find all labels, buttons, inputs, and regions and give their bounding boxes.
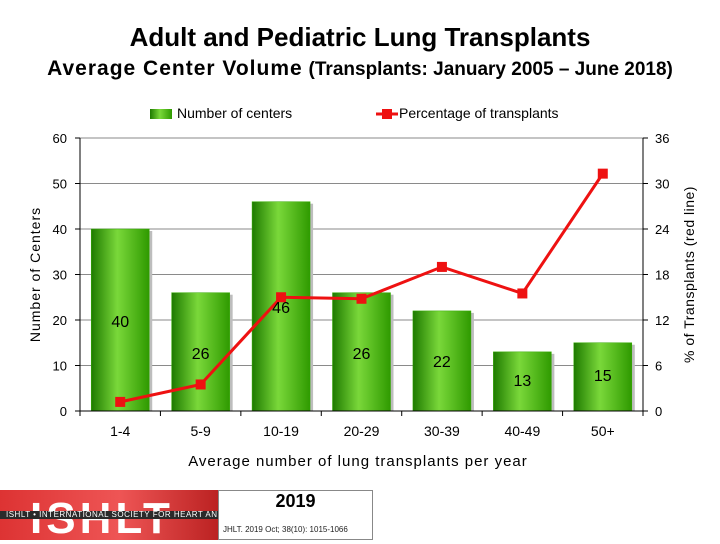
logo-band [0,511,373,519]
y-tick-label-left: 40 [53,222,67,237]
legend-marker-line [382,109,392,119]
bar [171,292,230,412]
line-marker [115,396,126,407]
bar-value-label: 15 [594,368,612,385]
x-tick-label: 1-4 [110,423,130,439]
x-tick-label: 10-19 [263,423,299,439]
y-tick-label-right: 30 [655,177,669,192]
y-tick-label-right: 12 [655,313,669,328]
y-tick-label-left: 60 [53,131,67,146]
bar [251,201,311,412]
x-tick-label: 40-49 [504,423,540,439]
bar [493,351,552,412]
logo-text: ISHLT [30,494,174,544]
y-tick-label-left: 20 [53,313,67,328]
line-series [115,168,608,407]
bar-series [90,201,635,412]
bar [573,342,633,412]
x-tick-label: 30-39 [424,423,460,439]
subtitle-main: Average Center Volume [47,57,303,80]
bar-value-label: 13 [513,373,531,390]
bar-value-label: 22 [433,354,451,371]
y-tick-label-right: 18 [655,268,669,283]
bar-value-label: 46 [272,300,290,317]
logo-band-text: ISHLT • INTERNATIONAL SOCIETY FOR HEART … [6,510,338,519]
bar-value-label: 40 [111,314,129,331]
bar-value-label: 26 [192,346,210,363]
x-tick-label: 50+ [591,423,615,439]
line-marker [276,292,287,303]
y-tick-label-left: 10 [53,359,67,374]
chart-title: Adult and Pediatric Lung Transplants [129,22,591,52]
legend-label-line: Percentage of transplants [399,105,559,121]
y-tick-label-right: 0 [655,404,662,419]
line-marker [195,379,206,390]
line-marker [517,288,528,299]
x-tick-label: 5-9 [191,423,211,439]
legend: Number of centers Percentage of transplan… [150,105,559,121]
line-marker [436,261,447,272]
labels: 40 26 46 26 22 13 15 Number of Centers % of Tran… [27,186,697,470]
bar [90,228,150,412]
citation: JHLT. 2019 Oct; 38(10): 1015-1066 [223,525,348,534]
x-axis-title: Average number of lung transplants per y… [188,453,528,470]
bar [412,310,472,412]
x-tick-label: 20-29 [344,423,380,439]
bar [332,292,391,412]
y-axis-title-left: Number of Centers [27,207,43,342]
chart-canvas: Number of centers Percentage of transplan… [27,105,697,470]
footer: ISHLT ISHLT • INTERNATIONAL SOCIETY FOR … [0,490,373,543]
axes: 0 10 20 30 40 50 60 0 6 12 18 24 30 36 1-4 5-9 10-19 20-2… [53,131,670,439]
y-tick-label-left: 50 [53,177,67,192]
bar-value-label: 26 [353,346,371,363]
chart-subtitle: Average Center Volume (Transplants: Janu… [0,57,720,81]
line-marker [356,293,367,304]
year-box: 2019 JHLT. 2019 Oct; 38(10): 1015-1066 [218,490,373,540]
line-marker [597,168,608,179]
y-tick-label-left: 30 [53,268,67,283]
y-tick-label-left: 0 [60,404,67,419]
legend-label-bar: Number of centers [177,105,292,121]
legend-swatch-bar [150,109,172,119]
y-tick-label-right: 6 [655,359,662,374]
y-tick-label-right: 36 [655,131,669,146]
y-axis-title-right: % of Transplants (red line) [681,186,697,363]
subtitle-date-range: (Transplants: January 2005 – June 2018) [308,59,673,80]
y-tick-label-right: 24 [655,222,669,237]
report-year: 2019 [275,491,316,511]
